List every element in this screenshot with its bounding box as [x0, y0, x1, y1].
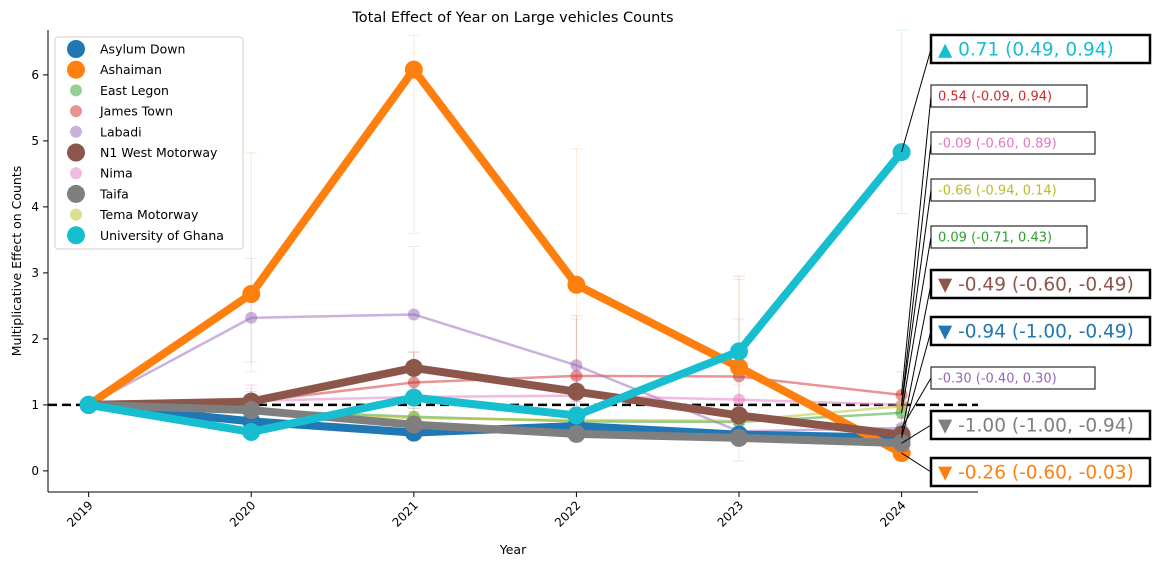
annotation-leader: [901, 189, 932, 407]
data-point: [404, 60, 423, 79]
annotation-label: -0.66 (-0.94, 0.14): [938, 184, 1057, 199]
data-point: [732, 393, 745, 406]
y-tick-label: 5: [31, 134, 39, 148]
legend-label: Ashaiman: [100, 62, 162, 77]
annotation-label: -0.09 (-0.60, 0.89): [938, 137, 1057, 152]
series-line: [88, 363, 903, 439]
annotation-box: [930, 225, 1088, 249]
data-point: [242, 401, 261, 420]
legend-label: N1 West Motorway: [100, 145, 218, 160]
y-tick-label: 0: [31, 464, 39, 478]
legend: Asylum Down Ashaiman East Legon James Town L…: [54, 36, 244, 250]
data-point: [567, 424, 586, 443]
data-point: [407, 308, 420, 321]
data-point: [729, 342, 748, 361]
x-tick-label: 2019: [64, 498, 95, 529]
annotation-leader: [901, 452, 932, 473]
legend-marker: [70, 208, 82, 221]
annotation-label: ▲ 0.71 (0.49, 0.94): [938, 40, 1114, 61]
data-point: [567, 382, 586, 401]
data-point: [567, 406, 586, 425]
data-point: [404, 415, 423, 434]
annotations: ▲ 0.71 (0.49, 0.94) 0.54 (-0.09, 0.94) -0.…: [901, 33, 1152, 488]
annotation-leader: [901, 283, 932, 435]
data-point: [570, 369, 583, 382]
annotation-leader: [901, 377, 932, 429]
legend-marker: [70, 167, 82, 180]
series-university-of-ghana: [79, 29, 911, 442]
data-point: [242, 285, 261, 303]
series-line: [88, 313, 902, 433]
chart-title: Total Effect of Year on Large vehicles C…: [351, 10, 673, 26]
annotation-label: 0.54 (-0.09, 0.94): [938, 90, 1052, 105]
data-point: [242, 422, 261, 441]
data-point: [729, 428, 748, 447]
y-tick-label: 2: [31, 332, 39, 346]
legend-label: Nima: [100, 166, 133, 181]
annotation-box: [930, 84, 1088, 108]
annotation-label: ▼ -0.26 (-0.60, -0.03): [938, 463, 1134, 484]
annotation-leader: [901, 95, 932, 396]
series-taifa: [79, 395, 911, 462]
data-point: [79, 395, 98, 414]
annotation-box: [930, 178, 1096, 202]
data-point: [567, 275, 586, 294]
data-point: [404, 388, 423, 407]
legend-marker: [67, 226, 85, 245]
legend-label: Taifa: [99, 186, 129, 201]
annotation-box: [929, 456, 1152, 488]
legend-frame: [54, 36, 244, 250]
legend-marker: [70, 84, 82, 97]
annotation-label: 0.09 (-0.71, 0.43): [938, 231, 1052, 246]
legend-label: East Legon: [100, 83, 169, 98]
legend-label: Asylum Down: [100, 42, 185, 57]
data-point: [570, 359, 583, 372]
annotation-leader: [901, 236, 932, 413]
legend-marker: [67, 143, 85, 162]
x-tick-label: 2022: [552, 498, 583, 529]
data-point: [407, 376, 420, 389]
legend-label: University of Ghana: [100, 228, 224, 243]
series-n1-west-motorway: [79, 351, 911, 444]
legend-marker: [67, 184, 85, 203]
data-point: [245, 311, 258, 324]
series-line: [88, 400, 902, 448]
data-point: [404, 358, 423, 377]
annotation-box: [929, 33, 1152, 65]
legend-label: Tema Motorway: [99, 207, 199, 222]
annotation-leader: [901, 424, 932, 444]
legend-label: James Town: [99, 104, 173, 119]
y-tick-label: 1: [31, 398, 39, 412]
annotation-label: -0.30 (-0.40, 0.30): [938, 372, 1057, 387]
x-tick-label: 2020: [227, 498, 258, 529]
legend-marker: [70, 125, 82, 138]
annotation-box: [929, 315, 1152, 347]
legend-marker: [70, 105, 82, 118]
y-tick-label: 6: [31, 68, 39, 82]
annotation-label: ▼ -1.00 (-1.00, -0.94): [938, 416, 1134, 437]
annotation-box: [929, 268, 1152, 300]
y-tick-label: 3: [31, 266, 39, 280]
x-axis-label: Year: [499, 542, 527, 557]
annotation-label: ▼ -0.94 (-1.00, -0.49): [938, 322, 1134, 343]
data-point: [729, 406, 748, 425]
x-tick-label: 2021: [389, 498, 420, 529]
legend-marker: [67, 60, 85, 79]
legend-label: Labadi: [100, 124, 142, 139]
y-axis-label: Multiplicative Effect on Counts: [9, 166, 24, 357]
annotation-leader: [901, 142, 932, 405]
annotation-box: [929, 409, 1152, 441]
annotation-label: ▼ -0.49 (-0.60, -0.49): [938, 275, 1134, 296]
series-line: [86, 65, 904, 457]
annotation-box: [930, 131, 1096, 155]
y-tick-label: 4: [31, 200, 39, 214]
annotation-box: [930, 366, 1096, 390]
data-point: [729, 358, 748, 377]
series-line: [87, 149, 905, 436]
annotation-leader: [901, 48, 932, 153]
legend-marker: [67, 40, 85, 58]
x-tick-label: 2024: [877, 498, 908, 529]
x-tick-label: 2023: [715, 498, 746, 529]
